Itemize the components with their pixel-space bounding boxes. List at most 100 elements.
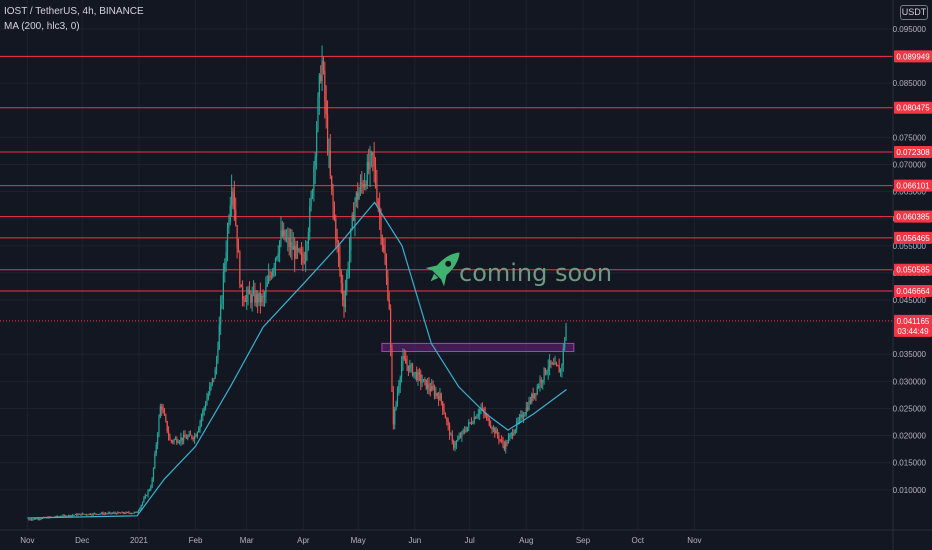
bar-countdown-label: 03:44:49 [897,327,929,336]
coming-soon-text: coming soon [459,259,612,287]
candle-body [37,518,39,520]
current-price-label: 0.041165 [897,317,930,326]
candle-body [454,445,456,448]
level-price-label: 0.066101 [896,182,930,191]
candle-body [283,230,285,237]
symbol-title[interactable]: IOST / TetherUS, 4h, BINANCE [4,6,144,17]
candle-body [543,368,545,381]
candle-body [485,415,488,417]
candle-body [226,227,229,252]
candle-body [178,441,181,443]
candle-body [557,365,559,367]
candle-body [235,210,237,226]
candle-body [150,487,152,490]
candle-body [318,74,320,97]
candle-body [35,518,37,520]
candle-body [322,60,325,71]
candle-body [169,436,171,441]
level-price-badge [894,263,932,276]
candle-body [158,417,160,435]
time-axis[interactable]: Nov Dec 2021 Feb Mar Apr May Jun Jul Aug Sep Oct Nov [0,529,932,545]
candle-body [244,300,246,302]
y-tick-label: 0.065000 [893,188,927,197]
candle-body [528,400,530,410]
candle-body [410,364,412,366]
candle-body [151,479,153,488]
candle-body [255,293,257,303]
x-tick-label: Aug [519,536,533,545]
candle-body [278,241,281,254]
candle-body [387,277,389,300]
candle-body [56,515,59,517]
candle-body [233,192,235,211]
candle-body [80,513,82,516]
candle-body [514,429,516,433]
candle-body [241,287,244,300]
candle-body [385,264,388,278]
y-tick-label: 0.070000 [893,161,927,170]
candle-body [524,413,526,417]
candle-body [289,241,292,248]
candle-body [518,417,521,421]
candle-body [453,440,455,448]
candle-body [143,498,145,502]
candle-body [192,437,194,439]
candle-body [331,175,333,190]
level-price-label: 0.050585 [896,266,930,275]
x-tick-label: Oct [632,536,645,545]
candle-body [413,372,415,376]
candle-body [507,437,510,444]
candle-body [184,434,186,438]
candle-body [490,425,492,428]
candle-body [324,70,326,102]
candle-body [72,515,74,517]
candle-body [437,395,440,401]
y-tick-label: 0.030000 [893,377,927,386]
candle-body [159,406,161,418]
candle-body [62,515,64,517]
candle-body [155,444,157,454]
candle-body [392,391,394,425]
candle-body [337,242,340,256]
candle-body [406,363,408,366]
candle-body [248,289,251,295]
candle-body [363,183,366,188]
candle-body [342,283,344,301]
candle-body [65,515,67,517]
candle-body [447,420,449,426]
candle-body [300,252,303,254]
candle-body [83,513,85,515]
candle-body [161,406,163,410]
candle-body [152,467,155,480]
candle-body [553,363,555,365]
candle-body [361,182,363,185]
candle-body [398,385,400,393]
candle-body [211,378,214,384]
candle-body [140,504,142,509]
candle-body [313,165,315,191]
y-tick-label: 0.055000 [893,242,927,251]
candle-body [144,495,146,499]
candle-body [532,393,534,398]
candle-body [477,414,479,416]
candle-body [107,512,109,514]
candle-body [250,294,252,303]
x-tick-label: Feb [189,536,203,545]
currency-button[interactable]: USDT [900,5,928,20]
candle-body [311,190,314,197]
candle-body [394,409,396,425]
x-tick-label: 2021 [130,536,148,545]
candle-body [529,400,532,403]
candle-body [172,440,174,442]
candle-body [157,434,159,445]
indicator-label[interactable]: MA (200, hlc3, 0) [4,21,80,32]
candle-body [353,214,355,221]
candle-body [229,205,231,222]
candle-body [87,514,89,516]
x-tick-label: Jun [408,536,421,545]
candle-body [400,363,403,378]
candle-body [487,416,489,419]
candle-body [259,292,262,303]
candle-body [332,189,334,206]
